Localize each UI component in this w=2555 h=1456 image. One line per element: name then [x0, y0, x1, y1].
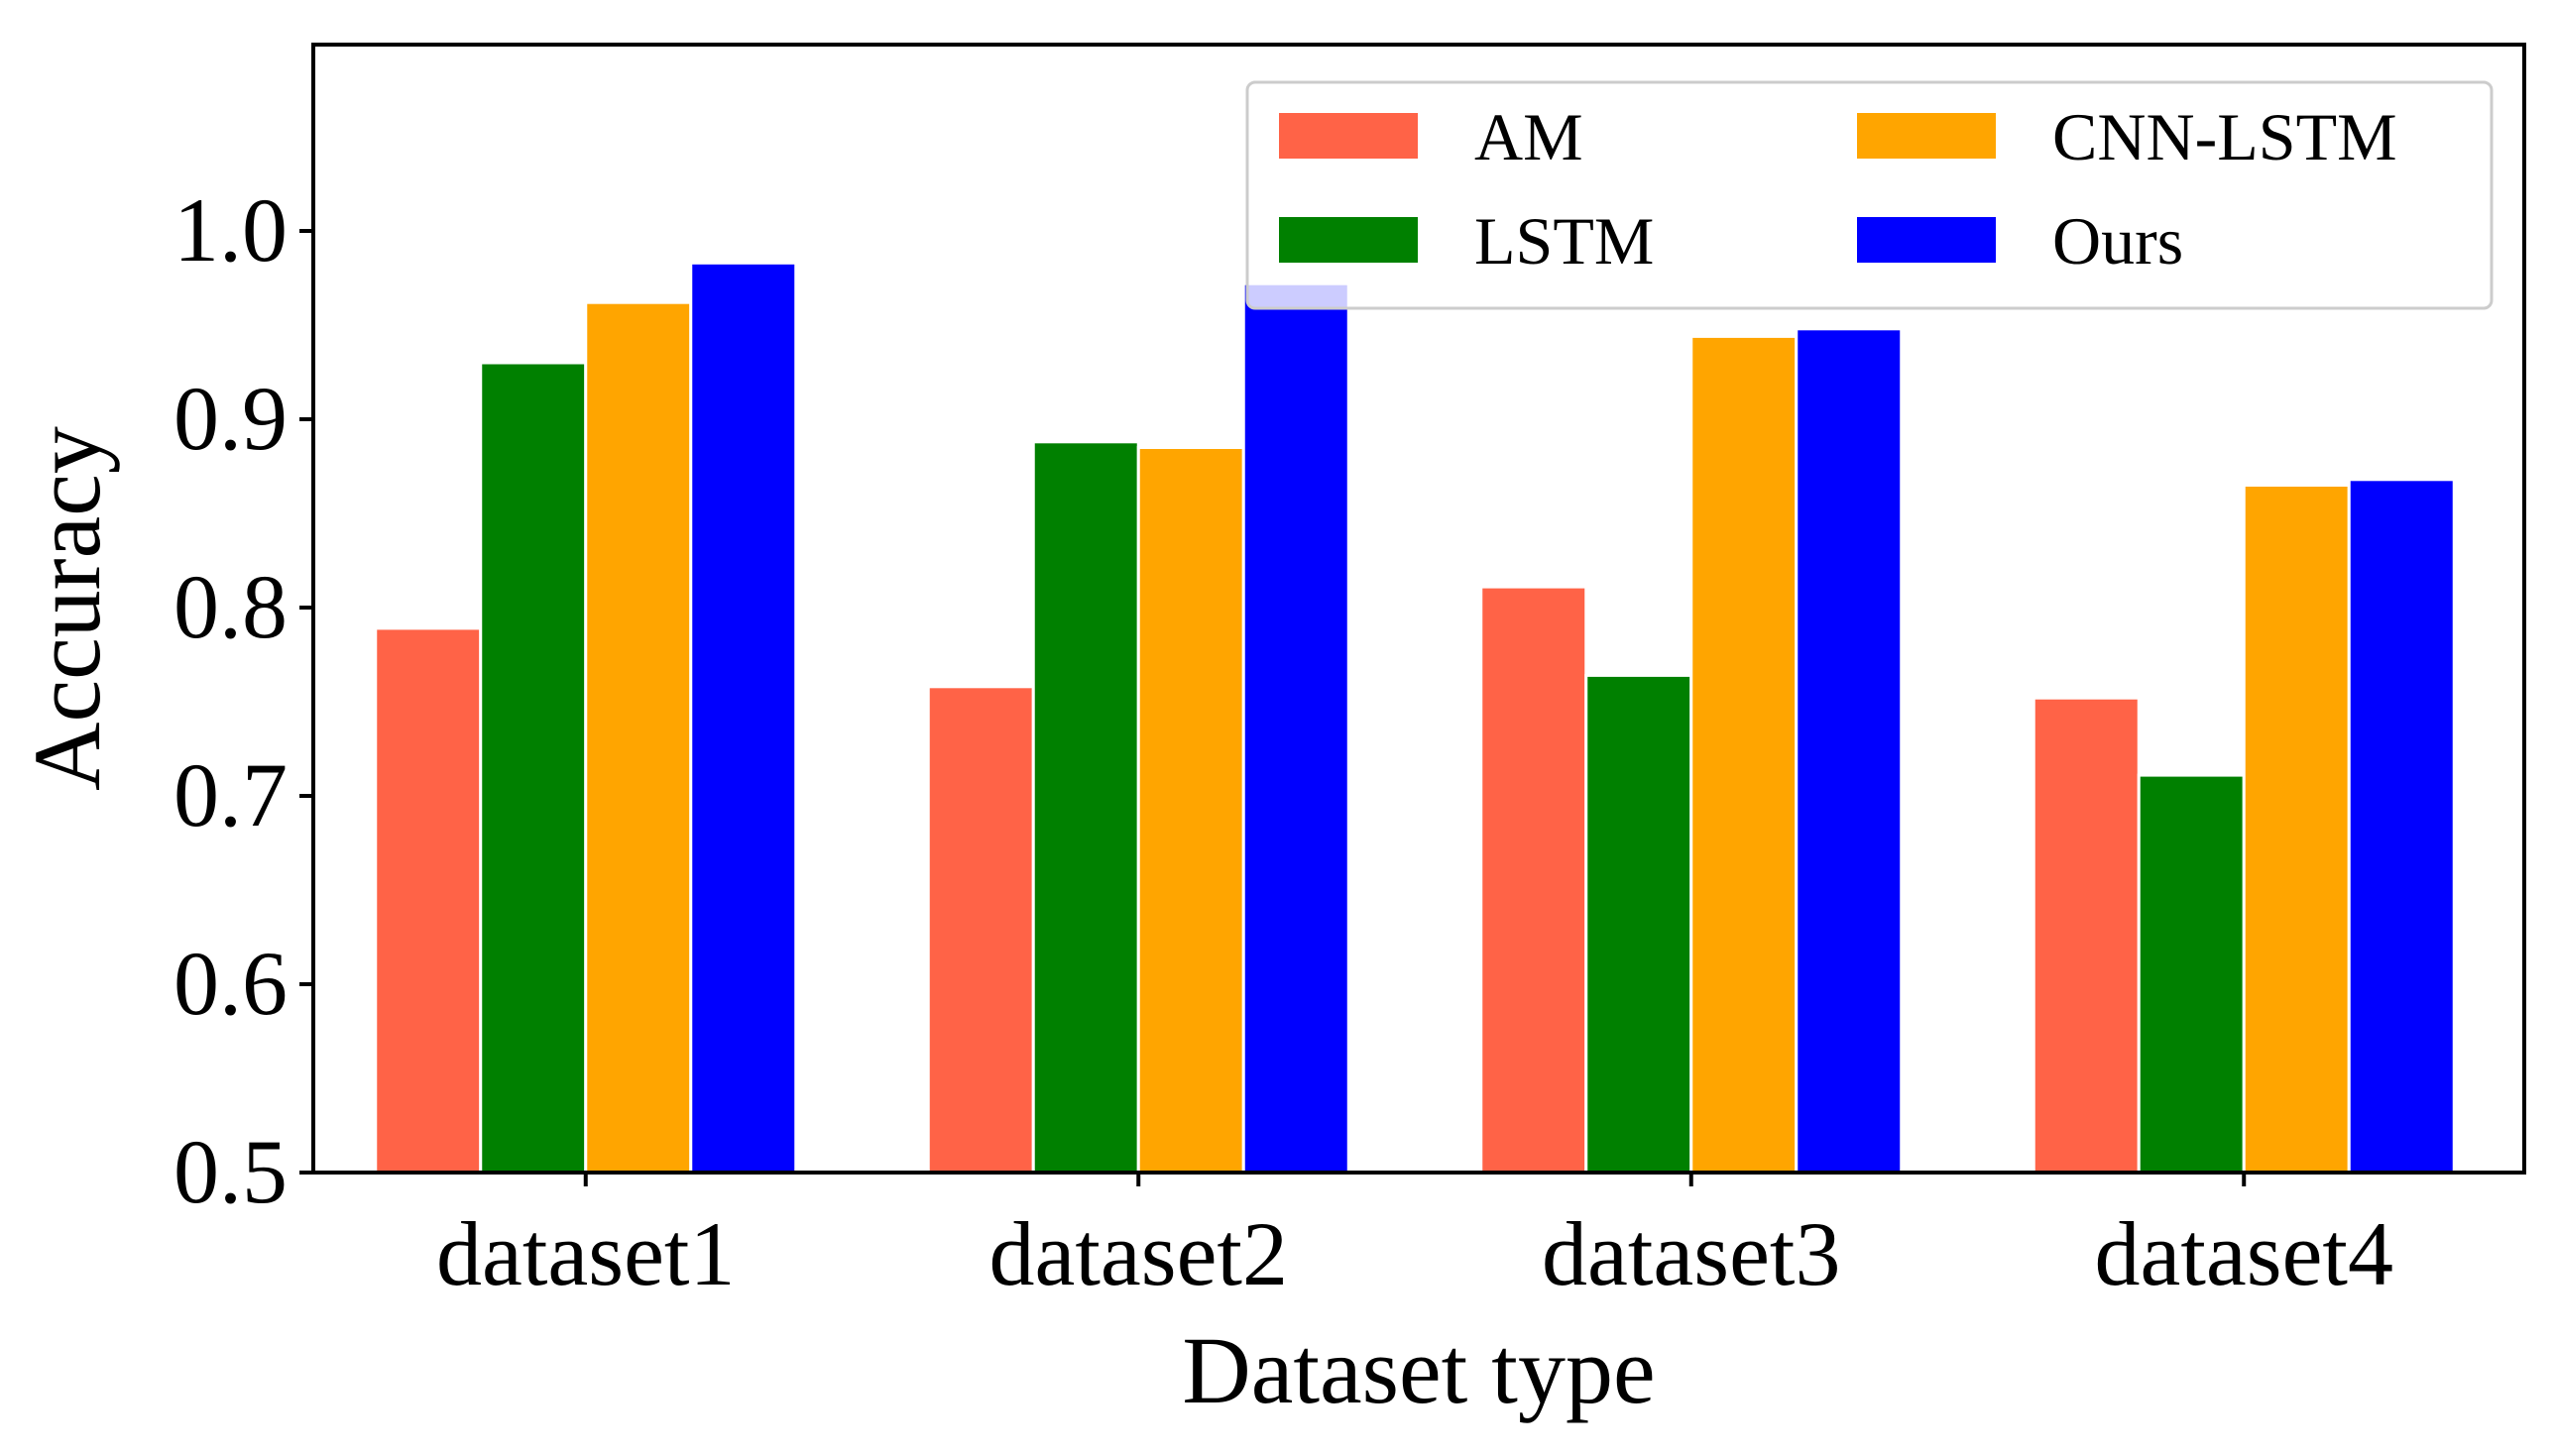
legend-label-am: AM: [1474, 99, 1583, 174]
y-tick-label: 0.9: [174, 368, 288, 469]
bar-cnn-lstm-dataset4: [2242, 484, 2351, 1175]
bar-am-dataset1: [374, 626, 483, 1175]
bar-am-dataset3: [1479, 585, 1588, 1175]
legend-label-ours: Ours: [2052, 203, 2183, 279]
bar-cnn-lstm-dataset1: [584, 300, 693, 1175]
legend: AM LSTM CNN-LSTM Ours: [1245, 80, 2494, 310]
y-tick-label: 0.7: [174, 744, 288, 845]
bars-layer: [374, 261, 2456, 1175]
legend-label-cnn-lstm: CNN-LSTM: [2052, 99, 2397, 174]
legend-swatch-am: [1279, 113, 1418, 159]
bar-ours-dataset1: [689, 261, 798, 1175]
bar-lstm-dataset3: [1584, 673, 1693, 1175]
x-axis-title: Dataset type: [1182, 1317, 1655, 1423]
y-tick-label: 0.5: [174, 1121, 288, 1222]
y-axis-title: Accuracy: [14, 426, 120, 791]
legend-box: [1245, 80, 2494, 310]
bar-am-dataset4: [2032, 696, 2141, 1175]
x-axis: dataset1 dataset2 dataset3 dataset4: [436, 1173, 2393, 1304]
y-tick-label: 0.8: [174, 556, 288, 657]
x-tick-label: dataset2: [989, 1203, 1288, 1304]
bar-lstm-dataset2: [1031, 440, 1140, 1175]
x-tick-label: dataset4: [2095, 1203, 2393, 1304]
y-tick-label: 0.6: [174, 933, 288, 1034]
bar-ours-dataset2: [1241, 281, 1350, 1175]
bar-ours-dataset3: [1795, 327, 1904, 1175]
y-axis: 0.5 0.6 0.7 0.8 0.9 1.0: [174, 179, 313, 1222]
legend-label-lstm: LSTM: [1474, 203, 1654, 279]
bar-ours-dataset4: [2347, 478, 2456, 1175]
legend-swatch-cnn-lstm: [1857, 113, 1996, 159]
bar-am-dataset2: [926, 685, 1035, 1175]
y-tick-label: 1.0: [174, 179, 288, 280]
legend-swatch-ours: [1857, 217, 1996, 263]
legend-swatch-lstm: [1279, 217, 1418, 263]
bar-lstm-dataset1: [479, 361, 588, 1175]
x-tick-label: dataset3: [1542, 1203, 1840, 1304]
bar-lstm-dataset4: [2137, 773, 2246, 1175]
bar-cnn-lstm-dataset2: [1136, 446, 1245, 1175]
bar-cnn-lstm-dataset3: [1689, 334, 1799, 1175]
x-tick-label: dataset1: [436, 1203, 735, 1304]
